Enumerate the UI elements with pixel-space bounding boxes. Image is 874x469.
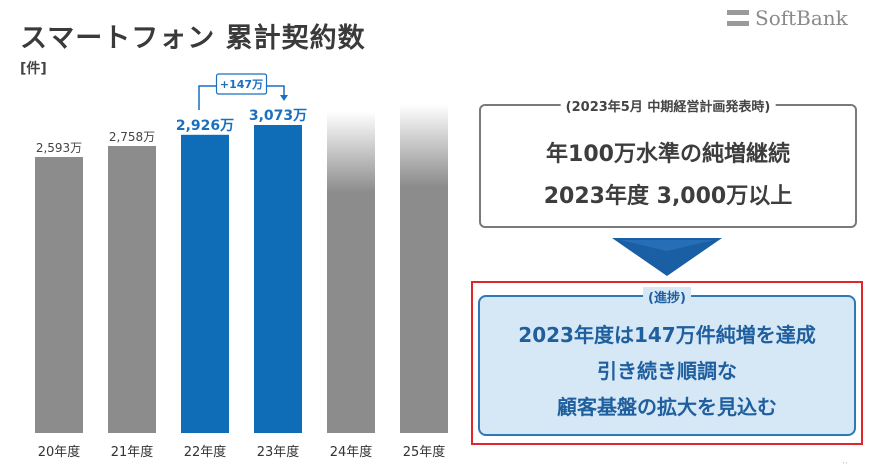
value-label-fy21: 2,758万	[109, 130, 155, 144]
bar-fy25	[400, 104, 448, 433]
down-arrow-icon	[612, 238, 722, 276]
growth-label: +147万	[220, 78, 263, 91]
growth-arrow-icon	[280, 95, 288, 101]
growth-label-box	[215, 73, 268, 95]
value-label-fy23: 3,073万	[249, 108, 307, 124]
bar-fy24	[327, 112, 375, 433]
progress-line-3: 顧客基盤の拡大を見込む	[557, 395, 777, 419]
value-label-fy22: 2,926万	[176, 118, 234, 134]
subscriber-bar-chart: 2,593万 20年度 2,758万 21年度 2,926万 22年度 3,073万 23年度…	[35, 73, 448, 460]
category-label-fy24: 24年度	[330, 444, 373, 460]
bar-fy21	[108, 146, 156, 433]
value-label-fy20: 2,593万	[36, 141, 82, 155]
category-label-fy21: 21年度	[111, 444, 154, 460]
page-title: スマートフォン 累計契約数	[20, 23, 366, 54]
bar-fy23	[254, 125, 302, 433]
softbank-logo-icon	[727, 10, 749, 26]
plan-target-box: (2023年5月 中期経営計画発表時) 年100万水準の純増継続 2023年度 …	[479, 96, 857, 228]
category-label-fy20: 20年度	[38, 444, 81, 460]
progress-line-1: 2023年度は147万件純増を達成	[518, 323, 816, 347]
softbank-logo: SoftBank	[727, 6, 848, 30]
bar-fy20	[35, 157, 83, 433]
category-label-fy23: 23年度	[257, 444, 300, 460]
page-marker: ··	[842, 459, 848, 469]
logo-text: SoftBank	[755, 6, 848, 30]
plan-target-caption: (2023年5月 中期経営計画発表時)	[560, 96, 776, 115]
plan-target-line-1: 年100万水準の純増継続	[546, 142, 790, 167]
unit-label: [件]	[20, 61, 47, 77]
plan-target-line-2: 2023年度 3,000万以上	[543, 184, 793, 209]
progress-caption: (進捗)	[643, 287, 691, 306]
category-label-fy22: 22年度	[184, 444, 227, 460]
bar-fy22	[181, 134, 229, 434]
progress-highlight-frame	[471, 281, 863, 445]
progress-line-2: 引き続き順調な	[597, 359, 737, 383]
category-label-fy25: 25年度	[403, 444, 446, 460]
progress-box: (進捗) 2023年度は147万件純増を達成 引き続き順調な 顧客基盤の拡大を見…	[478, 287, 856, 436]
